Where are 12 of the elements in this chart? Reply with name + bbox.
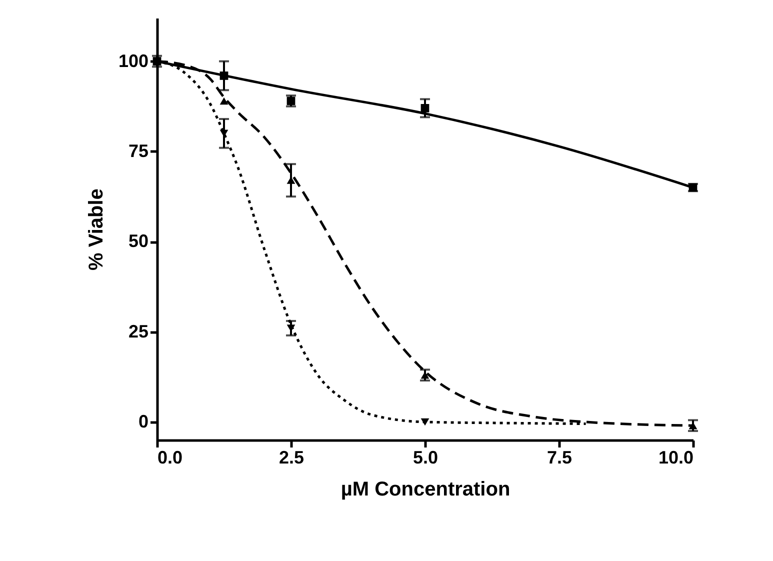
- y-tick-label: 0: [138, 411, 148, 432]
- y-axis-title: % Viable: [85, 188, 108, 270]
- y-tick-label: 75: [128, 140, 148, 161]
- x-tick-label: 2.5: [278, 448, 304, 468]
- y-tick-label: 25: [128, 321, 148, 342]
- y-tick-label: 100: [118, 50, 148, 71]
- x-tick-label: 5.0: [412, 448, 438, 468]
- x-tick-label: 7.5: [546, 448, 572, 468]
- y-tick-label: 50: [128, 231, 148, 252]
- x-tick-label: 10.0: [658, 448, 694, 468]
- x-tick-label: 0.0: [158, 448, 183, 468]
- x-axis-title: µM Concentration: [340, 478, 510, 500]
